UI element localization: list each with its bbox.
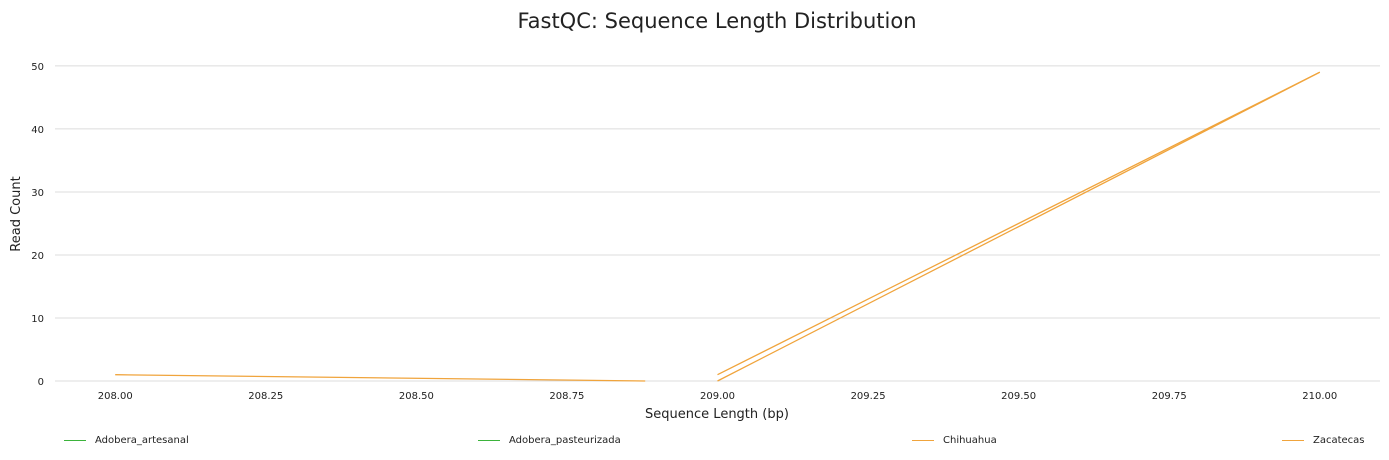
y-tick-label: 10 (31, 314, 44, 325)
legend-label: Zacatecas (1313, 434, 1365, 446)
y-axis-ticks: 0 10 20 30 40 50 (31, 62, 44, 388)
legend-swatch (478, 439, 500, 441)
x-tick-label: 208.50 (399, 391, 434, 402)
x-axis-label: Sequence Length (bp) (645, 407, 789, 422)
y-tick-label: 20 (31, 251, 44, 262)
legend-swatch (912, 439, 934, 441)
legend-label: Adobera_pasteurizada (509, 434, 621, 446)
y-tick-label: 50 (31, 62, 44, 73)
chart-title: FastQC: Sequence Length Distribution (517, 9, 916, 33)
series-line (717, 71, 1321, 376)
x-tick-label: 209.50 (1001, 391, 1036, 402)
gridlines (55, 65, 1380, 382)
x-tick-label: 209.00 (700, 391, 735, 402)
legend-item[interactable]: Chihuahua (912, 430, 997, 450)
legend-label: Chihuahua (943, 434, 997, 446)
y-tick-label: 40 (31, 125, 44, 136)
legend: Adobera_artesanal Adobera_pasteurizada Chi… (0, 430, 1389, 450)
legend-item[interactable]: Zacatecas (1282, 430, 1365, 450)
legend-swatch (64, 439, 86, 441)
legend-item[interactable]: Adobera_artesanal (64, 430, 189, 450)
x-tick-label: 208.00 (98, 391, 133, 402)
legend-swatch (1282, 439, 1304, 441)
chart: FastQC: Sequence Length Distribution 0 10… (9, 9, 1380, 422)
legend-item[interactable]: Adobera_pasteurizada (478, 430, 621, 450)
series-line (115, 374, 646, 382)
x-tick-label: 208.75 (549, 391, 584, 402)
y-tick-label: 30 (31, 188, 44, 199)
y-tick-label: 0 (38, 377, 44, 388)
x-axis-ticks: 208.00 208.25 208.50 208.75 209.00 209.25 209.… (98, 391, 1338, 402)
x-tick-label: 209.75 (1152, 391, 1187, 402)
x-tick-label: 210.00 (1302, 391, 1337, 402)
series-lines (115, 71, 1321, 382)
legend-label: Adobera_artesanal (95, 434, 189, 446)
series-line (717, 71, 1321, 382)
x-tick-label: 208.25 (248, 391, 283, 402)
x-tick-label: 209.25 (851, 391, 886, 402)
y-axis-label: Read Count (9, 176, 24, 251)
